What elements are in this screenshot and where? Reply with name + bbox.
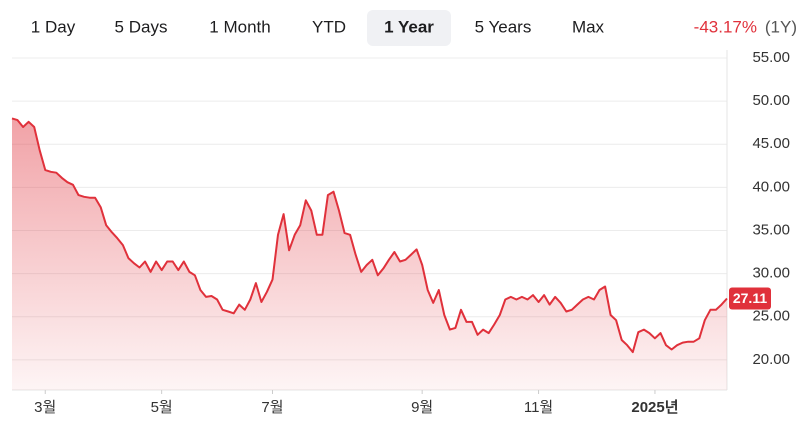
line — [11, 117, 728, 354]
area — [12, 118, 727, 391]
y-tick-label: 55.00 — [752, 49, 790, 66]
tab[interactable]: YTD — [312, 17, 346, 36]
x-tick-label: 3월 — [34, 399, 56, 416]
tab[interactable]: 5 Years — [475, 17, 532, 36]
tab[interactable]: Max — [572, 17, 605, 36]
x-tick-label: 2025년 — [631, 399, 678, 416]
tab[interactable]: 1 Month — [209, 17, 270, 36]
price-badge — [729, 287, 771, 310]
y-tick-label: 20.00 — [752, 351, 790, 368]
x-tick-label: 7월 — [261, 399, 283, 416]
x-tick-label: 11월 — [524, 399, 553, 416]
change: -43.17% — [694, 17, 757, 36]
y-tick-label: 35.00 — [752, 221, 790, 238]
y-tick-label: 25.00 — [752, 308, 790, 325]
y-tick-label: 40.00 — [752, 178, 790, 195]
tab[interactable]: 5 Days — [115, 17, 168, 36]
change-period: (1Y) — [765, 17, 797, 36]
y-tick-label: 30.00 — [752, 265, 790, 282]
y-tick-label: 45.00 — [752, 135, 790, 152]
tab[interactable]: 1 Year — [384, 17, 434, 36]
price-label: 27.11 — [733, 290, 767, 306]
tab[interactable]: 1 Day — [31, 17, 76, 36]
x-tick-label: 5월 — [151, 399, 173, 416]
y-tick-label: 50.00 — [752, 92, 790, 109]
tab-selected-bg — [367, 10, 451, 46]
x-tick-label: 9월 — [411, 399, 433, 416]
